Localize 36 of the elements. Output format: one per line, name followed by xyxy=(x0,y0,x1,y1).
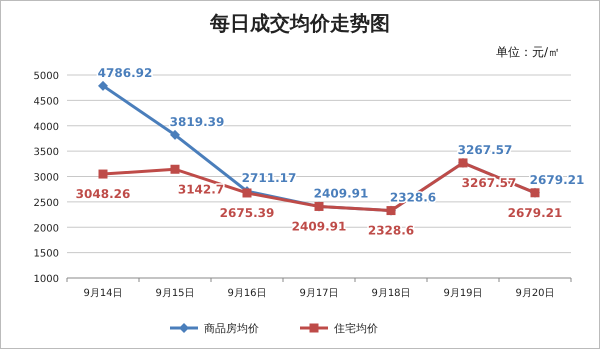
y-tick-label: 5000 xyxy=(34,71,59,82)
y-tick-label: 2000 xyxy=(34,223,59,234)
x-tick-label: 9月17日 xyxy=(299,288,339,299)
data-label: 4786.92 xyxy=(98,66,152,80)
y-tick-label: 3000 xyxy=(34,172,59,184)
data-label: 2328.6 xyxy=(368,224,414,238)
data-label: 3819.39 xyxy=(170,114,224,129)
data-label: 3048.26 xyxy=(76,187,130,202)
data-label: 2679.21 xyxy=(530,172,584,187)
legend-label: 商品房均价 xyxy=(204,322,259,335)
chart-title: 每日成交均价走势图 xyxy=(209,11,390,35)
y-tick-label: 4000 xyxy=(34,122,59,133)
x-tick-label: 9月15日 xyxy=(155,288,195,299)
x-tick-label: 9月18日 xyxy=(371,288,411,299)
point xyxy=(170,164,180,174)
legend-label: 住宅均价 xyxy=(334,322,378,335)
data-label: 2675.39 xyxy=(220,206,274,220)
point xyxy=(170,130,180,140)
data-label: 2409.91 xyxy=(314,186,368,200)
data-label: 2679.21 xyxy=(508,206,562,220)
text: 单位：元/㎡ xyxy=(496,45,560,59)
data-label: 2711.17 xyxy=(242,171,296,186)
x-tick-label: 9月16日 xyxy=(227,288,267,299)
data-label: 2409.91 xyxy=(292,219,346,234)
data-label: 3142.7 xyxy=(178,182,224,196)
y-tick-label: 1500 xyxy=(34,248,59,260)
data-label: 3267.57 xyxy=(458,142,512,157)
point xyxy=(98,80,108,91)
x-tick-label: 9月19日 xyxy=(443,288,483,299)
y-tick-label: 1000 xyxy=(34,274,59,285)
x-tick-label: 9月14日 xyxy=(83,288,123,299)
y-tick-label: 3500 xyxy=(34,147,59,158)
y-tick-label: 4500 xyxy=(34,96,59,108)
y-tick-label: 2500 xyxy=(34,198,59,209)
point xyxy=(98,170,108,179)
x-tick-label: 9月20日 xyxy=(515,288,555,299)
